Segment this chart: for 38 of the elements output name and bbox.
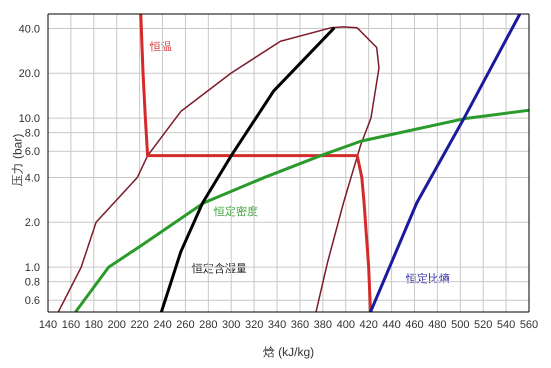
x-axis-title: 焓 (kJ/kg) bbox=[262, 345, 314, 359]
x-tick-label: 460 bbox=[405, 318, 424, 331]
line-series bbox=[74, 108, 529, 312]
x-tick-label: 260 bbox=[176, 318, 195, 331]
x-tick-label: 200 bbox=[108, 318, 126, 331]
x-tick-label: 340 bbox=[268, 318, 286, 331]
x-tick-label: 420 bbox=[359, 318, 378, 331]
x-tick-label: 320 bbox=[244, 318, 264, 331]
x-tick-label: 180 bbox=[84, 318, 103, 331]
x-tick-label: 400 bbox=[336, 318, 355, 331]
y-tick-label: 40.0 bbox=[18, 23, 40, 36]
x-tick-label: 380 bbox=[314, 318, 332, 331]
line-series bbox=[139, 14, 372, 312]
y-tick-label: 4.0 bbox=[24, 172, 40, 184]
x-tick-label: 480 bbox=[428, 318, 447, 331]
y-tick-label: 0.6 bbox=[24, 295, 40, 308]
line-series bbox=[58, 26, 380, 312]
x-tick-label: 160 bbox=[62, 318, 80, 331]
x-tick-label: 560 bbox=[520, 318, 538, 331]
y-tick-label: 2.0 bbox=[24, 217, 40, 230]
y-tick-label: 10.0 bbox=[18, 113, 40, 126]
x-tick-label: 240 bbox=[153, 318, 172, 331]
x-tick-label: 520 bbox=[474, 318, 492, 331]
x-tick-label: 540 bbox=[496, 318, 516, 331]
x-tick-label: 500 bbox=[451, 318, 470, 331]
y-tick-label: 0.8 bbox=[24, 276, 40, 288]
y-tick-label: 1.0 bbox=[24, 262, 40, 274]
y-tick-label: 8.0 bbox=[24, 127, 40, 140]
x-tick-label: 220 bbox=[130, 318, 149, 331]
x-tick-label: 300 bbox=[222, 318, 240, 331]
line-series bbox=[369, 14, 522, 312]
y-axis-title: 压力 (bar) bbox=[10, 134, 25, 186]
x-tick-label: 360 bbox=[290, 318, 310, 331]
x-tick-label: 440 bbox=[382, 318, 401, 331]
x-tick-label: 140 bbox=[38, 318, 58, 331]
y-tick-label: 20.0 bbox=[18, 68, 40, 80]
y-tick-label: 6.0 bbox=[24, 146, 40, 158]
x-tick-label: 280 bbox=[199, 318, 218, 331]
